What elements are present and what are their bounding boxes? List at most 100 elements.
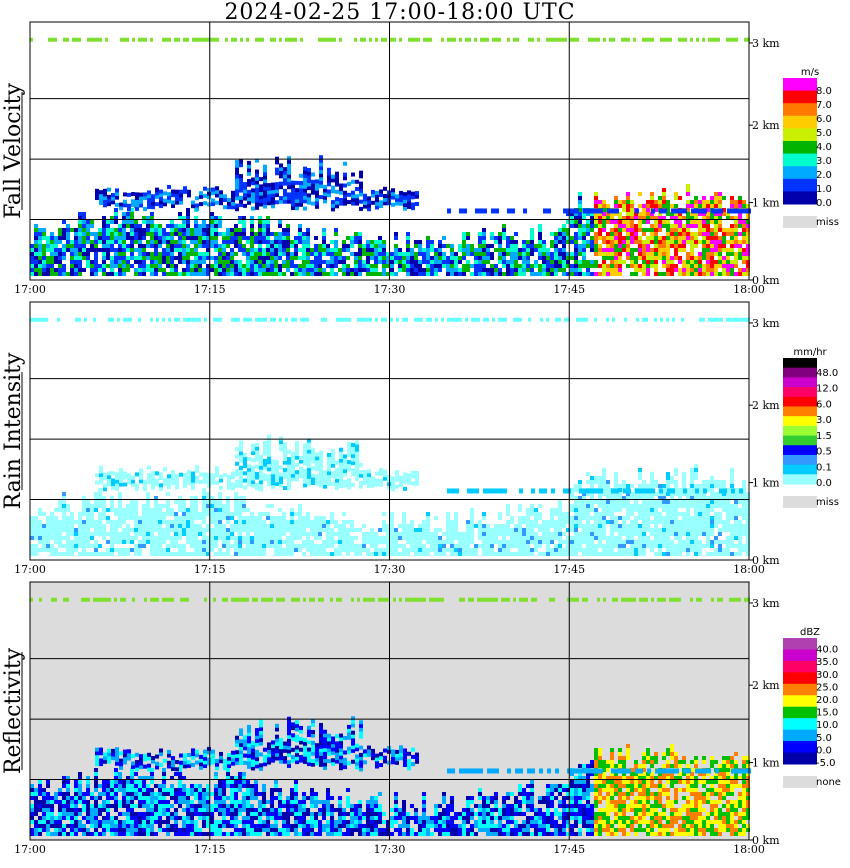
echo-cell <box>598 212 602 216</box>
echo-cell <box>478 248 482 252</box>
echo-cell <box>183 473 187 478</box>
echo-cell <box>602 252 606 256</box>
echo-cell <box>66 524 70 528</box>
echo-cell <box>82 232 86 236</box>
echo-cell <box>746 524 750 528</box>
echo-cell <box>746 552 750 556</box>
echo-cell <box>686 240 690 244</box>
echo-cell <box>415 194 419 199</box>
echo-cell <box>638 524 642 528</box>
echo-cell <box>142 504 146 508</box>
echo-cell <box>738 496 742 500</box>
echo-cell <box>442 256 446 260</box>
echo-cell <box>506 264 510 268</box>
echo-cell <box>46 536 50 540</box>
echo-cell <box>370 528 374 532</box>
echo-cell <box>302 256 306 260</box>
echo-cell <box>606 256 610 260</box>
echo-cell <box>194 264 198 268</box>
echo-cell <box>659 208 664 214</box>
echo-cell <box>214 516 218 520</box>
echo-cell <box>286 540 290 544</box>
echo-cell <box>215 480 219 485</box>
echo-cell <box>166 548 170 552</box>
echo-cell <box>602 472 606 476</box>
echo-cell <box>610 256 614 260</box>
echo-cell <box>214 544 218 548</box>
echo-cell <box>142 532 146 536</box>
echo-cell <box>538 232 542 236</box>
echo-cell <box>238 228 242 232</box>
echo-cell <box>634 272 638 276</box>
echo-cell <box>54 520 58 524</box>
echo-cell <box>630 528 634 532</box>
echo-cell <box>258 260 262 264</box>
echo-cell <box>410 268 414 272</box>
echo-cell <box>418 536 422 540</box>
echo-cell <box>474 264 478 268</box>
echo-cell <box>110 528 114 532</box>
echo-cell <box>418 524 422 528</box>
echo-cell <box>318 552 322 556</box>
echo-cell <box>538 272 542 276</box>
echo-cell <box>586 552 590 556</box>
echo-cell <box>686 512 690 516</box>
echo-cell <box>199 472 203 477</box>
echo-cell <box>254 520 258 524</box>
echo-cell <box>38 236 42 240</box>
echo-cell <box>78 544 82 548</box>
echo-cell <box>730 248 734 252</box>
echo-cell <box>258 220 262 224</box>
echo-cell <box>395 194 399 199</box>
echo-cell <box>646 200 650 204</box>
echo-cell <box>718 196 722 200</box>
echo-cell <box>482 252 486 256</box>
echo-cell <box>258 268 262 272</box>
colorbar-swatch <box>783 141 817 155</box>
echo-cell <box>303 181 307 186</box>
echo-cell <box>681 37 684 42</box>
echo-cell <box>282 532 286 536</box>
echo-cell <box>191 471 195 476</box>
echo-cell <box>558 516 562 520</box>
echo-cell <box>290 524 294 528</box>
echo-cell <box>335 197 339 202</box>
echo-cell <box>186 232 190 236</box>
echo-cell <box>134 248 138 252</box>
echo-cell <box>402 544 406 548</box>
echo-cell <box>186 228 190 232</box>
echo-cell <box>690 252 694 256</box>
echo-cell <box>198 37 201 42</box>
echo-cell <box>598 252 602 256</box>
echo-cell <box>646 272 650 276</box>
echo-cell <box>561 37 564 42</box>
echo-cell <box>102 232 106 236</box>
echo-cell <box>726 256 730 260</box>
echo-cell <box>738 196 742 200</box>
echo-cell <box>70 532 74 536</box>
echo-cell <box>522 248 526 252</box>
echo-cell <box>578 268 582 272</box>
echo-cell <box>86 524 90 528</box>
echo-cell <box>206 272 210 276</box>
echo-cell <box>66 520 70 524</box>
echo-cell <box>310 548 314 552</box>
echo-cell <box>247 467 251 472</box>
echo-cell <box>522 532 526 536</box>
echo-cell <box>722 264 726 268</box>
echo-cell <box>630 256 634 260</box>
echo-cell <box>239 195 243 200</box>
echo-cell <box>338 260 342 264</box>
echo-cell <box>522 260 526 264</box>
echo-cell <box>634 264 638 268</box>
echo-cell <box>314 272 318 276</box>
echo-cell <box>586 272 590 276</box>
echo-cell <box>150 272 154 276</box>
echo-cell <box>670 520 674 524</box>
echo-cell <box>674 516 678 520</box>
echo-cell <box>238 536 242 540</box>
echo-cell <box>323 199 327 204</box>
echo-cell <box>258 236 262 240</box>
echo-cell <box>622 216 626 220</box>
echo-cell <box>286 268 290 272</box>
